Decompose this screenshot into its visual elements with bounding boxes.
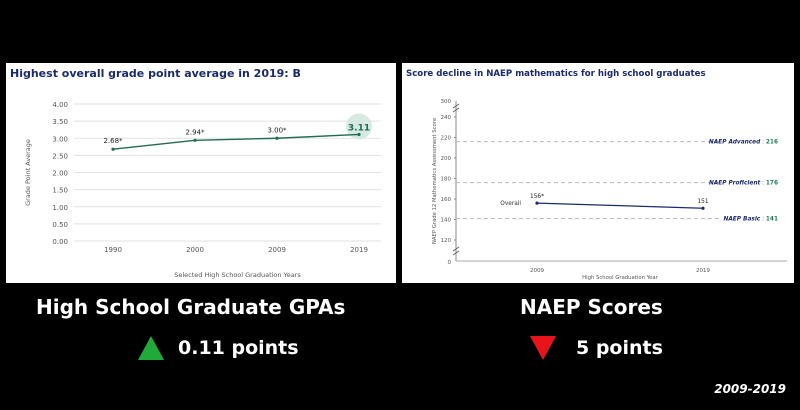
naep-level-label: NAEP Basic : 141 bbox=[723, 216, 778, 222]
gpa-data-label: 2.94* bbox=[185, 128, 205, 136]
gpa-data-label: 3.11 bbox=[348, 123, 370, 133]
gpa-y-tick-label: 3.00 bbox=[52, 135, 68, 143]
gpa-series-line bbox=[112, 133, 360, 150]
gpa-data-point bbox=[275, 136, 279, 140]
naep-y-axis-label: NAEP Grade 12 Mathematics Assessment Sco… bbox=[432, 118, 438, 244]
gpa-caption: High School Graduate GPAs bbox=[36, 295, 346, 319]
gpa-y-tick-label: 0.50 bbox=[52, 221, 68, 229]
naep-data-point bbox=[535, 201, 539, 205]
naep-axis-break-top bbox=[452, 107, 460, 113]
naep-y-tick-label: 220 bbox=[441, 136, 452, 142]
gpa-y-tick-label: 3.50 bbox=[52, 118, 68, 126]
gpa-highlight-circle bbox=[346, 113, 372, 140]
gpa-y-tick-label: 1.50 bbox=[52, 187, 68, 195]
gpa-x-tick-label: 2009 bbox=[268, 246, 286, 254]
naep-series-line bbox=[536, 202, 704, 209]
naep-y-tick-label: 140 bbox=[441, 218, 452, 224]
up-triangle-icon bbox=[138, 336, 164, 360]
naep-change-text: 5 points bbox=[576, 337, 663, 359]
gpa-x-tick-label: 1990 bbox=[104, 246, 122, 254]
naep-caption: NAEP Scores bbox=[520, 295, 663, 319]
gpa-y-tick-label: 2.50 bbox=[52, 152, 68, 160]
gpa-x-axis-label: Selected High School Graduation Years bbox=[174, 271, 301, 279]
gpa-x-tick-label: 2000 bbox=[186, 246, 204, 254]
gpa-data-point bbox=[193, 138, 197, 142]
gpa-y-tick-label: 0.00 bbox=[52, 238, 68, 246]
naep-data-label: 151 bbox=[697, 199, 708, 205]
naep-data-point bbox=[701, 206, 705, 210]
gpa-y-tick-label: 4.00 bbox=[52, 101, 68, 109]
naep-axis-break-bottom bbox=[452, 246, 460, 252]
gpa-line-chart: 0.00 0.50 1.00 1.50 2.00 2.50 3.00 3.50 4.00 1990… bbox=[24, 101, 381, 279]
naep-chart-panel: Score decline in NAEP mathematics for hi… bbox=[402, 63, 794, 283]
naep-y-tick-label: 180 bbox=[441, 177, 452, 183]
naep-level-label: NAEP Proficient : 176 bbox=[709, 181, 778, 187]
gpa-data-point bbox=[357, 132, 361, 137]
gpa-data-label: 2.68* bbox=[103, 137, 123, 145]
naep-y-tick-label: 200 bbox=[441, 156, 452, 162]
gpa-chart-title: Highest overall grade point average in 2… bbox=[10, 67, 301, 80]
naep-x-axis-label: High School Graduation Year bbox=[582, 275, 658, 281]
naep-change: 5 points bbox=[530, 336, 663, 360]
naep-y-top-label: 300 bbox=[441, 99, 452, 105]
naep-x-tick-label: 2019 bbox=[696, 268, 710, 274]
naep-x-tick-label: 2009 bbox=[530, 268, 544, 274]
gpa-y-tick-label: 1.00 bbox=[52, 204, 68, 212]
naep-y-tick-label: 240 bbox=[441, 115, 452, 121]
naep-level-label: NAEP Advanced : 216 bbox=[709, 140, 778, 146]
naep-y-tick-label: 120 bbox=[441, 238, 452, 244]
gpa-chart-panel: Highest overall grade point average in 2… bbox=[6, 63, 396, 283]
naep-chart-title: Score decline in NAEP mathematics for hi… bbox=[406, 69, 706, 79]
date-range-footnote: 2009-2019 bbox=[714, 382, 786, 396]
gpa-data-label: 3.00* bbox=[267, 126, 287, 134]
down-triangle-icon bbox=[530, 336, 556, 360]
naep-data-label: 156* bbox=[530, 194, 544, 200]
naep-y-tick-label: 160 bbox=[441, 197, 452, 203]
gpa-x-tick-label: 2019 bbox=[350, 246, 368, 254]
gpa-data-point bbox=[111, 147, 115, 151]
naep-axis-break-top bbox=[452, 103, 460, 109]
naep-y-bottom-label: 0 bbox=[448, 260, 452, 266]
gpa-change-text: 0.11 points bbox=[178, 337, 299, 359]
naep-axis-break-bottom bbox=[452, 250, 460, 256]
gpa-y-tick-label: 2.00 bbox=[52, 170, 68, 178]
gpa-change: 0.11 points bbox=[138, 336, 299, 360]
gpa-y-axis-label: Grade Point Average bbox=[24, 139, 32, 206]
naep-series-name: Overall bbox=[500, 201, 521, 207]
